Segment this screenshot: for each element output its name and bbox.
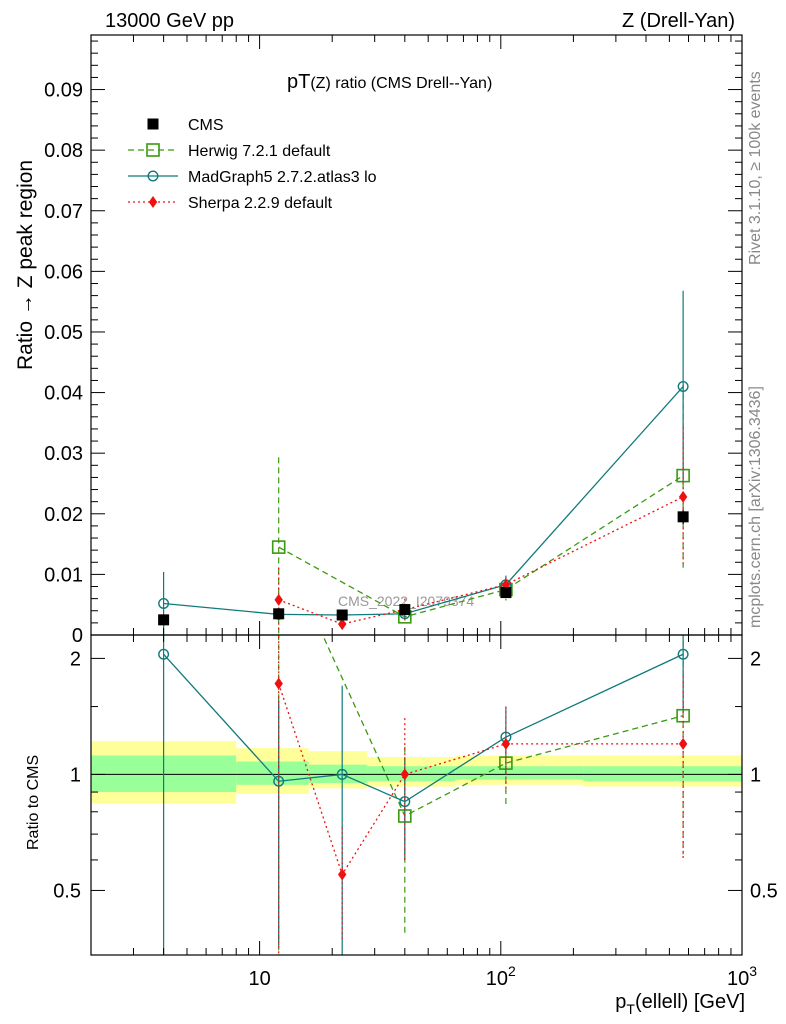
main-point-madgraph bbox=[677, 381, 689, 393]
ratio-point-sherpa bbox=[678, 737, 688, 750]
x-tick-label: 103 bbox=[727, 963, 757, 990]
mcplots-label: mcplots.cern.ch [arXiv:1306.3436] bbox=[747, 386, 764, 628]
x-tick-label: 10 bbox=[248, 968, 270, 990]
main-series-herwig bbox=[271, 383, 690, 635]
ratio-y-tick-label-right: 2 bbox=[750, 648, 761, 670]
main-y-tick-label: 0.06 bbox=[44, 261, 83, 283]
ratio-point-sherpa bbox=[274, 677, 283, 690]
ratio-point-madgraph bbox=[399, 796, 411, 808]
main-series-madgraph bbox=[158, 290, 689, 635]
main-y-tick-label: 0 bbox=[72, 625, 83, 647]
main-point-madgraph bbox=[158, 597, 170, 609]
legend-item-sherpa: Sherpa 2.2.9 default bbox=[128, 195, 333, 212]
ratio-line-madgraph bbox=[163, 653, 684, 803]
main-y-tick-label: 0.01 bbox=[44, 564, 83, 586]
legend-label-cms: CMS bbox=[188, 117, 224, 134]
legend: CMS Herwig 7.2.1 default MadGraph5 2.7.2.a… bbox=[128, 117, 377, 212]
main-series-layer bbox=[158, 290, 690, 635]
main-line-sherpa bbox=[278, 496, 684, 625]
main-point-sherpa bbox=[678, 490, 688, 503]
main-ylabel: Ratio → Z peak region bbox=[14, 160, 37, 370]
band-inner bbox=[308, 764, 368, 784]
main-series-sherpa bbox=[274, 427, 688, 632]
main-point-sherpa bbox=[337, 618, 347, 631]
main-y-tick-label: 0.07 bbox=[44, 201, 83, 223]
main-y-tick-label: 0.09 bbox=[44, 80, 83, 102]
legend-marker-herwig bbox=[146, 143, 160, 157]
ratio-series-sherpa bbox=[274, 635, 688, 955]
legend-marker-madgraph bbox=[147, 170, 159, 182]
x-axis-label: pT(ellell) [GeV] bbox=[615, 991, 745, 1017]
ratio-series-layer bbox=[158, 635, 690, 955]
band-inner bbox=[455, 766, 584, 780]
main-point-sherpa bbox=[274, 593, 283, 606]
legend-item-madgraph: MadGraph5 2.7.2.atlas3 lo bbox=[128, 169, 377, 186]
ratio-uncertainty-bands bbox=[91, 741, 742, 804]
main-y-tick-label: 0.05 bbox=[44, 322, 83, 344]
main-point-cms bbox=[500, 587, 512, 599]
main-point-herwig bbox=[271, 540, 286, 554]
axes-layer: 10 102 103 0 0.01 0.02 0.03 0.04 0.05 0.06 0.07 0.0… bbox=[44, 34, 778, 990]
band-inner bbox=[367, 766, 456, 782]
main-line-herwig bbox=[278, 475, 684, 618]
ratio-ylabel: Ratio to CMS bbox=[25, 755, 42, 850]
legend-label-madgraph: MadGraph5 2.7.2.atlas3 lo bbox=[188, 169, 377, 186]
main-point-cms bbox=[273, 608, 285, 620]
main-point-cms bbox=[677, 511, 689, 523]
ratio-frame bbox=[90, 634, 743, 956]
header-right: Z (Drell-Yan) bbox=[622, 10, 735, 32]
main-series-cms bbox=[158, 509, 689, 626]
main-title: pT(Z) ratio (CMS Drell--Yan) bbox=[287, 71, 492, 93]
legend-marker-sherpa bbox=[148, 196, 158, 208]
ratio-point-sherpa bbox=[501, 737, 511, 750]
legend-item-herwig: Herwig 7.2.1 default bbox=[128, 143, 331, 160]
ratio-point-madgraph bbox=[677, 648, 689, 660]
main-y-tick-label: 0.03 bbox=[44, 443, 83, 465]
legend-label-herwig: Herwig 7.2.1 default bbox=[188, 143, 331, 160]
main-point-cms bbox=[399, 604, 411, 616]
ratio-point-sherpa bbox=[337, 868, 347, 881]
header-left: 13000 GeV pp bbox=[105, 10, 234, 32]
main-y-tick-label: 0.08 bbox=[44, 140, 83, 162]
legend-label-sherpa: Sherpa 2.2.9 default bbox=[188, 195, 333, 212]
main-point-cms bbox=[158, 614, 170, 626]
main-line-madgraph bbox=[163, 386, 684, 616]
main-y-tick-label: 0.02 bbox=[44, 504, 83, 526]
band-inner bbox=[583, 766, 742, 782]
main-point-cms bbox=[336, 609, 348, 621]
ratio-series-herwig bbox=[278, 635, 690, 955]
ratio-y-tick-label-left: 1 bbox=[70, 764, 81, 786]
ratio-y-tick-label-right: 0.5 bbox=[750, 880, 778, 902]
rivet-label: Rivet 3.1.10, ≥ 100k events bbox=[747, 71, 764, 265]
ratio-y-tick-label-left: 0.5 bbox=[53, 880, 81, 902]
ratio-line-herwig bbox=[321, 635, 684, 817]
ratio-point-madgraph bbox=[336, 768, 348, 780]
ratio-y-tick-label-right: 1 bbox=[750, 764, 761, 786]
watermark: CMS_2022_I2079374 bbox=[338, 593, 474, 609]
legend-marker-cms bbox=[147, 118, 159, 130]
band-inner bbox=[236, 761, 309, 785]
main-y-tick-label: 0.04 bbox=[44, 383, 83, 405]
ratio-point-madgraph bbox=[158, 648, 170, 660]
x-tick-label: 102 bbox=[486, 963, 516, 990]
ratio-point-sherpa bbox=[400, 768, 410, 781]
ratio-y-tick-label-left: 2 bbox=[70, 648, 81, 670]
legend-item-cms: CMS bbox=[147, 117, 224, 134]
